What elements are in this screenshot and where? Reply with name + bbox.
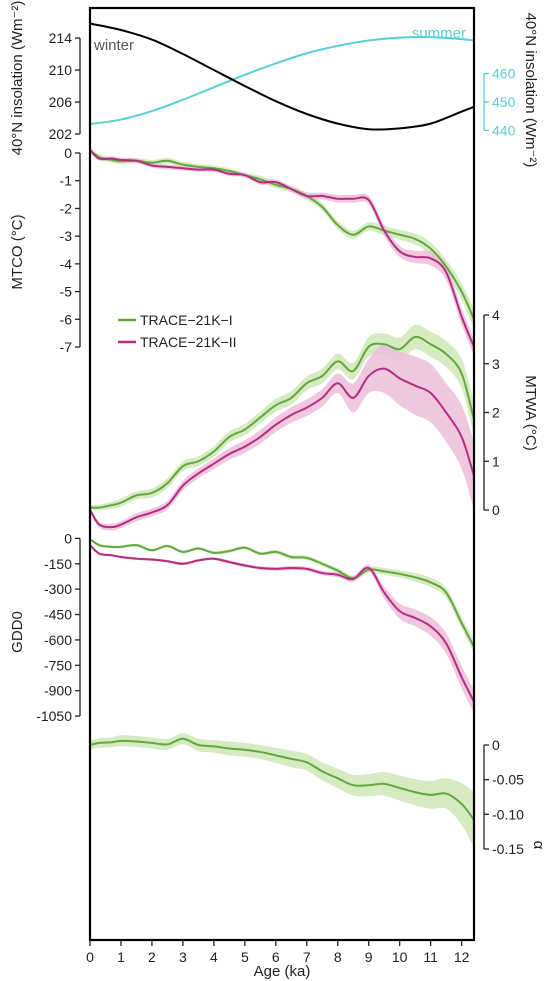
mtco-tick-label: 0 bbox=[64, 145, 72, 161]
x-tick-label: 2 bbox=[148, 949, 156, 965]
alpha-series-1-band bbox=[90, 733, 474, 848]
mtco-tick-label: -6 bbox=[60, 311, 73, 327]
summer-insolation-tick-label: 440 bbox=[492, 122, 516, 138]
gdd0-axis-title: GDD0 bbox=[9, 611, 26, 653]
alpha-axis-title: α bbox=[530, 841, 547, 850]
winter-insolation-axis-title: 40°N insolation (Wm⁻²) bbox=[9, 1, 26, 156]
winter-insolation-tick-label: 214 bbox=[49, 30, 73, 46]
winter-insolation-line bbox=[89, 22, 475, 131]
mtco-tick-label: -3 bbox=[60, 228, 73, 244]
gdd0-tick-label: 0 bbox=[64, 530, 72, 546]
mtwa-tick-label: 3 bbox=[492, 356, 500, 372]
mtwa-axis-title: MTWA (°C) bbox=[522, 375, 539, 450]
x-tick-label: 8 bbox=[334, 949, 342, 965]
mtco-tick-label: -5 bbox=[60, 284, 73, 300]
gdd0-tick-label: -150 bbox=[44, 556, 72, 572]
gdd0-tick-label: -300 bbox=[44, 581, 72, 597]
plot-frame bbox=[88, 6, 476, 942]
gdd0-tick-label: -1050 bbox=[36, 708, 72, 724]
gdd0-tick-label: -450 bbox=[44, 607, 72, 623]
gdd0-series-1-line bbox=[89, 538, 475, 648]
legend-label-2: TRACE−21K−II bbox=[140, 334, 237, 350]
legend-label-1: TRACE−21K−I bbox=[140, 312, 233, 328]
mtwa-tick-label: 2 bbox=[492, 405, 500, 421]
summer-series-label: summer bbox=[412, 25, 466, 42]
summer-insolation-axis-title: 40°N insolation (Wm⁻²) bbox=[522, 13, 539, 168]
x-tick-label: 6 bbox=[272, 949, 280, 965]
gdd0-series-1-band bbox=[90, 537, 474, 654]
alpha-tick-label: -0.10 bbox=[492, 806, 524, 822]
alpha-tick-label: 0 bbox=[492, 737, 500, 753]
mtwa-series-2-band bbox=[90, 344, 474, 531]
mtco-axis-title: MTCO (°C) bbox=[9, 214, 26, 289]
winter-insolation-tick-label: 210 bbox=[49, 62, 73, 78]
winter-insolation-tick-label: 206 bbox=[49, 94, 73, 110]
gdd0-tick-label: -750 bbox=[44, 657, 72, 673]
summer-insolation-tick-label: 460 bbox=[492, 66, 516, 82]
alpha-series-1-line bbox=[89, 737, 475, 821]
mtco-tick-label: -4 bbox=[60, 256, 73, 272]
alpha-tick-label: -0.05 bbox=[492, 772, 524, 788]
mtco-series-1-band bbox=[90, 147, 474, 329]
gdd0-series-2-band bbox=[90, 543, 474, 714]
x-tick-label: 0 bbox=[86, 949, 94, 965]
mtco-tick-label: -7 bbox=[60, 339, 73, 355]
mtco-series-2-band bbox=[90, 148, 474, 356]
x-tick-label: 3 bbox=[179, 949, 187, 965]
summer-insolation-line bbox=[89, 36, 475, 126]
axes bbox=[75, 6, 489, 946]
mtwa-tick-label: 1 bbox=[492, 453, 500, 469]
mtwa-series-2-line bbox=[89, 367, 475, 529]
gdd0-series-2-line bbox=[89, 544, 475, 703]
x-axis-title: Age (ka) bbox=[254, 963, 311, 980]
mtco-series-2-line bbox=[89, 149, 475, 348]
x-tick-label: 11 bbox=[423, 949, 438, 965]
x-tick-label: 10 bbox=[392, 949, 408, 965]
x-tick-label: 1 bbox=[117, 949, 125, 965]
alpha-tick-label: -0.15 bbox=[492, 841, 524, 857]
mtwa-tick-label: 0 bbox=[492, 502, 500, 518]
winter-insolation-tick-label: 202 bbox=[49, 126, 73, 142]
mtwa-series-1-line bbox=[89, 335, 475, 509]
winter-series-label: winter bbox=[93, 37, 134, 54]
x-tick-label: 9 bbox=[365, 949, 373, 965]
series-lines bbox=[89, 22, 475, 821]
x-tick-label: 5 bbox=[241, 949, 249, 965]
x-tick-label: 4 bbox=[210, 949, 218, 965]
mtwa-tick-label: 4 bbox=[492, 307, 500, 323]
summer-insolation-tick-label: 450 bbox=[492, 94, 516, 110]
mtco-tick-label: -1 bbox=[60, 173, 73, 189]
gdd0-tick-label: -600 bbox=[44, 632, 72, 648]
gdd0-tick-label: -900 bbox=[44, 683, 72, 699]
x-tick-label: 7 bbox=[303, 949, 311, 965]
mtco-tick-label: -2 bbox=[60, 200, 73, 216]
x-tick-label: 12 bbox=[454, 949, 470, 965]
